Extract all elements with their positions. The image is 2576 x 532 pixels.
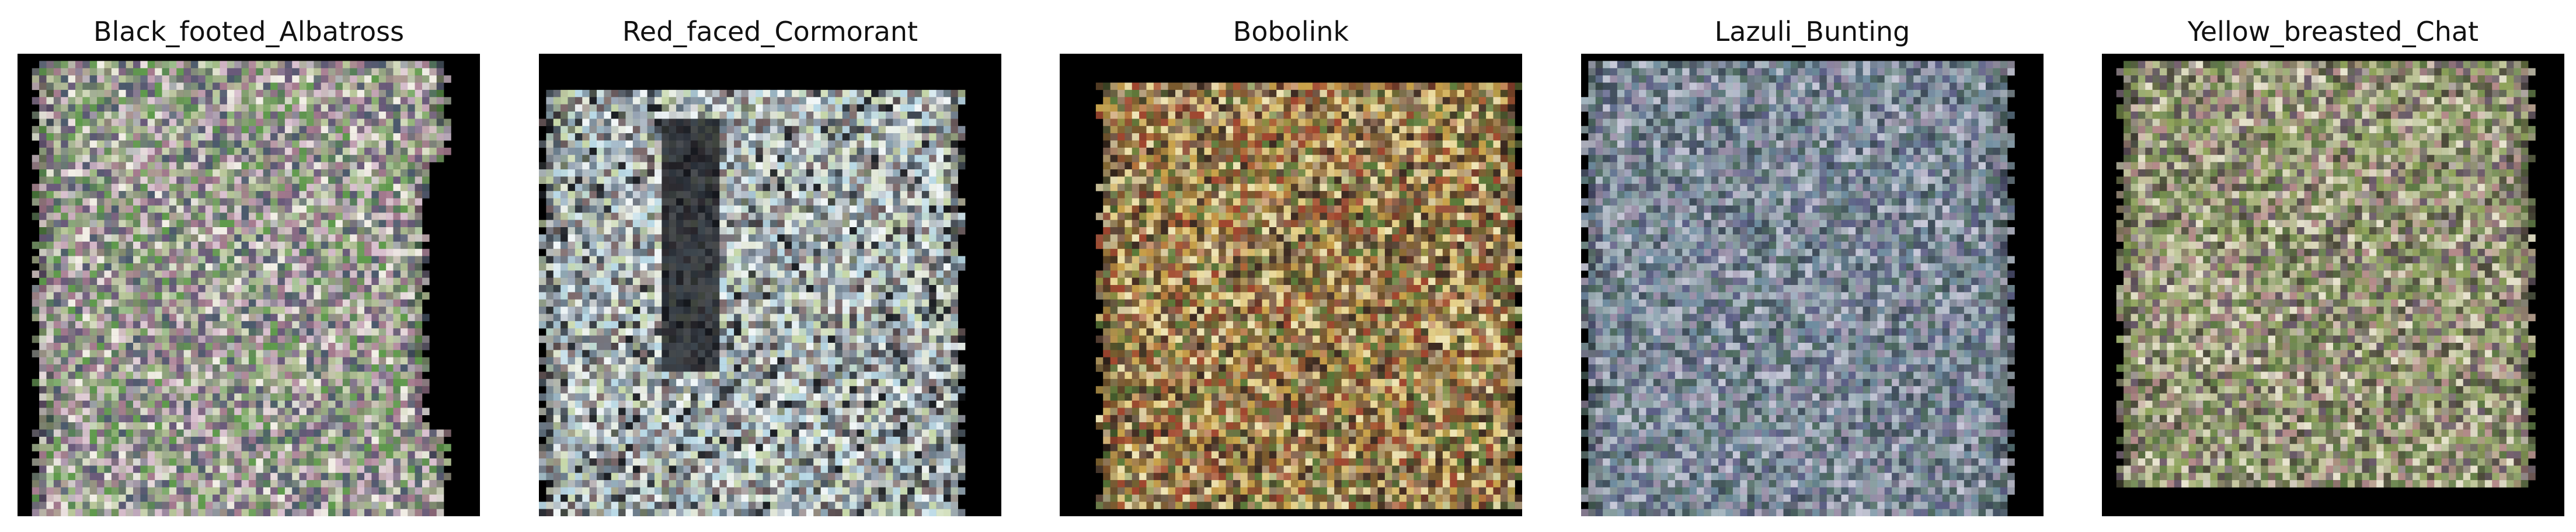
panel-bobolink: Bobolink xyxy=(1060,0,1522,532)
generated-bird-image xyxy=(1581,54,2044,516)
panel-yellow-breasted-chat: Yellow_breasted_Chat xyxy=(2102,0,2564,532)
mosaic-pixels xyxy=(1581,61,2015,516)
panel-title: Red_faced_Cormorant xyxy=(622,16,918,47)
panel-black-footed-albatross: Black_footed_Albatross xyxy=(18,0,480,532)
mosaic-pixels xyxy=(32,61,451,516)
panel-title: Yellow_breasted_Chat xyxy=(2187,16,2479,47)
pixel-mosaic xyxy=(539,54,1001,516)
pixel-mosaic xyxy=(2102,54,2564,516)
panel-lazuli-bunting: Lazuli_Bunting xyxy=(1581,0,2044,532)
panel-title: Lazuli_Bunting xyxy=(1714,16,1910,47)
mosaic-pixels xyxy=(1095,82,1522,509)
generated-bird-image xyxy=(539,54,1001,516)
pixel-mosaic xyxy=(18,54,480,516)
pixel-mosaic xyxy=(1581,54,2044,516)
mosaic-pixels xyxy=(2116,61,2536,488)
panel-title: Black_footed_Albatross xyxy=(93,16,405,47)
generated-bird-image xyxy=(2102,54,2564,516)
mosaic-pixels xyxy=(539,89,966,516)
pixel-mosaic xyxy=(1060,54,1522,516)
panel-title: Bobolink xyxy=(1233,16,1349,47)
panel-red-faced-cormorant: Red_faced_Cormorant xyxy=(539,0,1001,532)
generated-bird-image xyxy=(1060,54,1522,516)
generated-bird-image xyxy=(18,54,480,516)
